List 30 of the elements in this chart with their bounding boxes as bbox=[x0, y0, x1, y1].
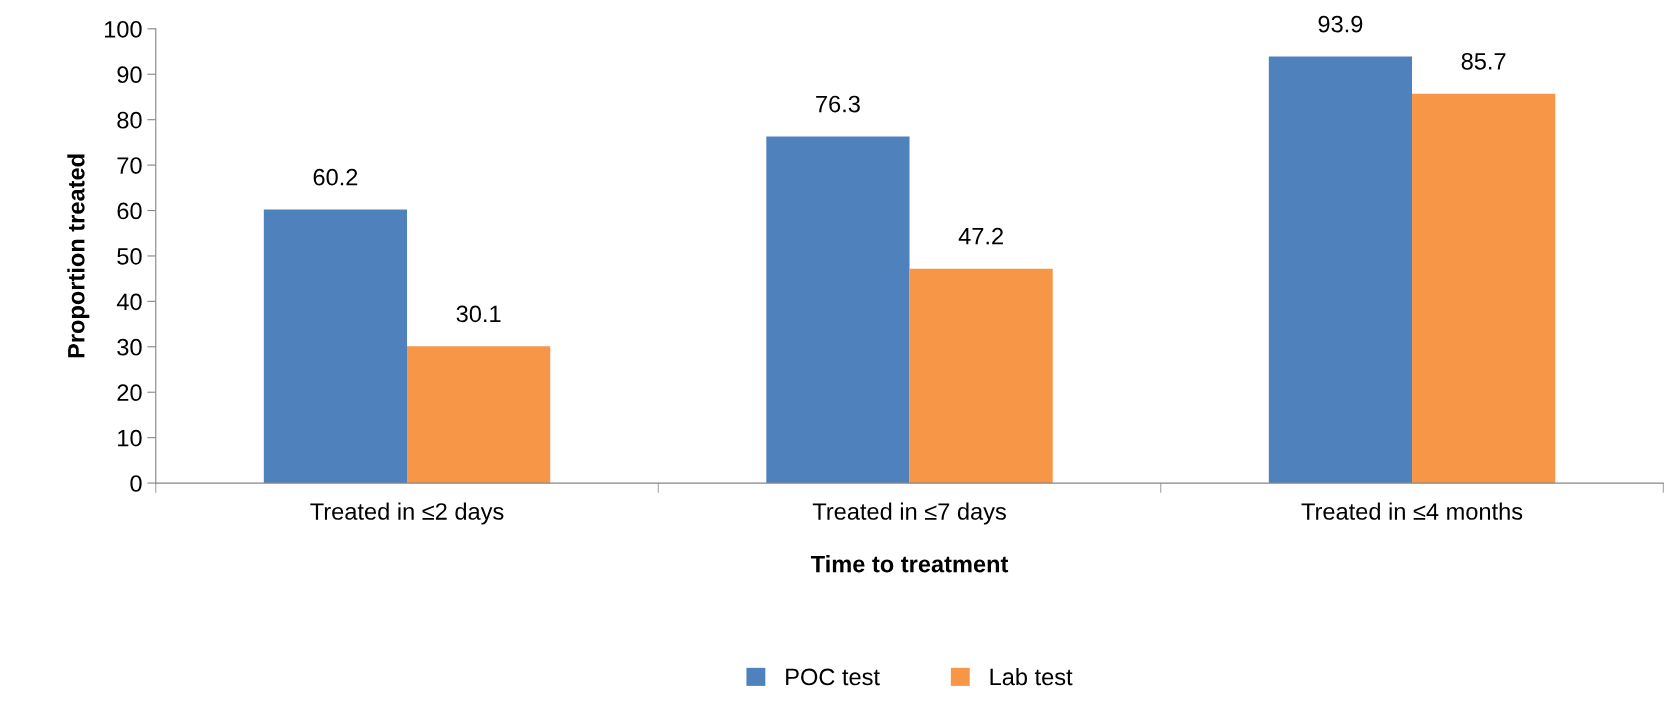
data-label: 60.2 bbox=[313, 168, 358, 186]
x-axis-title: Time to treatment bbox=[810, 555, 1009, 573]
y-tick-label: 60 bbox=[117, 202, 142, 220]
y-tick-label: 50 bbox=[117, 248, 142, 265]
y-tick-label: 100 bbox=[104, 20, 142, 38]
y-tick-label: 80 bbox=[117, 111, 142, 129]
x-tick-label: Treated in ≤2 days bbox=[310, 502, 504, 525]
legend-label: Lab test bbox=[990, 667, 1073, 686]
bar bbox=[263, 209, 408, 484]
x-tick-label: Treated in ≤4 months bbox=[1301, 502, 1523, 520]
y-tick-label: 90 bbox=[117, 66, 142, 84]
bar bbox=[766, 136, 910, 484]
data-label: 85.7 bbox=[1461, 52, 1506, 70]
data-label: 76.3 bbox=[816, 95, 860, 113]
x-tick-label: Treated in ≤7 days bbox=[812, 502, 1006, 525]
y-axis-title: Proportion treated bbox=[67, 154, 90, 358]
y-tick-label: 40 bbox=[116, 293, 142, 311]
bar bbox=[407, 346, 551, 484]
data-label: 93.9 bbox=[1318, 15, 1363, 33]
bar bbox=[1268, 56, 1413, 484]
legend-label: POC test bbox=[786, 668, 880, 686]
bar bbox=[909, 268, 1053, 484]
data-label: 30.1 bbox=[456, 305, 501, 323]
y-tick-label: 10 bbox=[118, 429, 142, 447]
bar bbox=[1412, 93, 1556, 484]
y-tick-label: 20 bbox=[117, 384, 142, 402]
y-tick-label: 70 bbox=[117, 157, 142, 174]
data-label: 47.2 bbox=[958, 227, 1003, 245]
y-tick-label: 0 bbox=[130, 475, 142, 492]
y-tick-label: 30 bbox=[117, 338, 142, 356]
